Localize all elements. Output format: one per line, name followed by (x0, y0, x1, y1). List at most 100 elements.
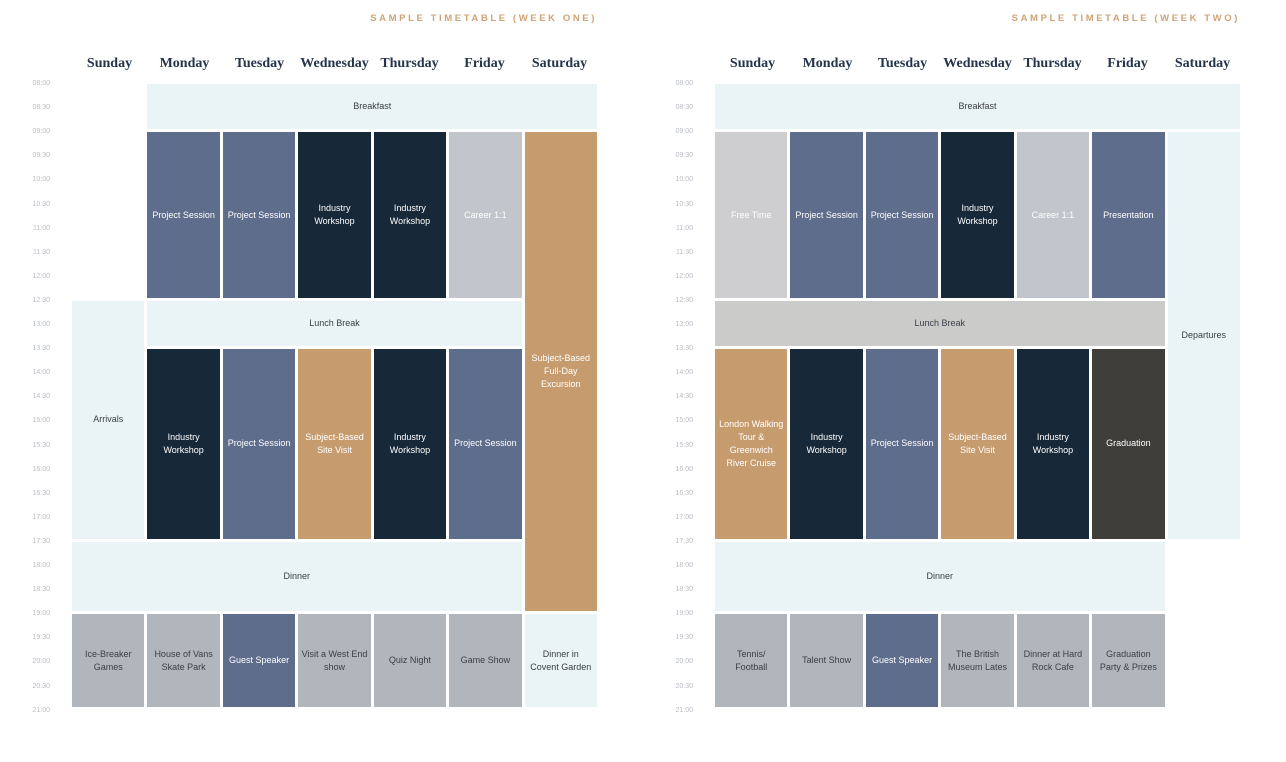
time-label-0830: 08:30 (32, 104, 50, 112)
time-label-1630: 16:30 (32, 489, 50, 497)
week-two-title: SAMPLE TIMETABLE (WEEK TWO) (1011, 13, 1240, 24)
event-guest-speaker: Guest Speaker (222, 614, 296, 708)
time-label-1130: 11:30 (676, 248, 693, 256)
time-label-1700: 17:00 (32, 513, 50, 521)
event-industry-workshop: Industry Workshop (373, 132, 447, 298)
day-header-friday: Friday (1107, 56, 1148, 71)
time-label-1030: 10:30 (32, 200, 50, 208)
day-header-tuesday: Tuesday (234, 56, 285, 71)
event-breakfast: Breakfast (715, 84, 1240, 130)
event-tennis-football: Tennis/ Football (715, 614, 788, 708)
time-label-1500: 15:00 (32, 417, 50, 425)
time-label-1900: 19:00 (675, 610, 693, 618)
event-game-show: Game Show (449, 614, 522, 708)
time-label-1300: 13:00 (675, 321, 693, 328)
day-header-friday: Friday (464, 56, 505, 71)
time-label-1830: 18:30 (32, 586, 50, 594)
time-label-1530: 15:30 (675, 441, 693, 449)
time-label-1430: 14:30 (32, 393, 50, 401)
time-rail: 08:00 08:30 09:00 09:30 10:00 10:30 11:00 11:30… (0, 0, 50, 762)
timetable-week-two: SAMPLE TIMETABLE (WEEK TWO) Sunday Monday… (643, 0, 1286, 762)
event-breakfast: Breakfast (147, 84, 597, 130)
week-one-title: SAMPLE TIMETABLE (WEEK ONE) (370, 13, 597, 24)
event-industry-workshop: Industry Workshop (373, 349, 447, 539)
time-label-1700: 17:00 (675, 513, 693, 521)
time-label-0930: 09:30 (32, 152, 50, 160)
event-lunch-break: Lunch Break (147, 300, 522, 347)
event-graduation: Graduation (1092, 349, 1165, 539)
time-label-1030: 10:30 (675, 200, 693, 208)
time-label-1430: 14:30 (675, 393, 693, 401)
time-label-0800: 08:00 (675, 80, 693, 87)
time-label-0830: 08:30 (675, 104, 693, 112)
event-industry-workshop: Industry Workshop (147, 349, 220, 539)
time-label-1800: 18:00 (675, 562, 693, 569)
time-label-2030: 20:30 (675, 682, 693, 690)
time-label-0800: 08:00 (32, 80, 50, 87)
event-grid: Breakfast Project Session Project Session I… (72, 84, 597, 708)
time-label-1000: 10:00 (32, 176, 50, 184)
event-house-of-vans-skate-park: House of Vans Skate Park (147, 614, 220, 708)
event-subject-based-site-visit: Subject-Based Site Visit (941, 349, 1014, 539)
day-header-saturday: Saturday (1174, 56, 1231, 71)
event-project-session: Project Session (449, 349, 522, 539)
event-project-session: Project Session (790, 132, 863, 298)
event-dinner: Dinner (715, 541, 1165, 612)
time-label-1530: 15:30 (32, 441, 50, 449)
event-guest-speaker: Guest Speaker (865, 614, 939, 708)
event-free-time: Free Time (715, 132, 788, 298)
time-label-1730: 17:30 (675, 537, 693, 545)
event-london-walking-tour-greenwich-river-cruise: London Walking Tour & Greenwich River Cr… (715, 349, 788, 539)
day-header-saturday: Saturday (531, 56, 588, 71)
event-ice-breaker-games: Ice-Breaker Games (72, 614, 145, 708)
day-header-sunday: Sunday (86, 56, 133, 71)
day-header-row: Sunday Monday Tuesday Wednesday Thursday Frid… (715, 56, 1240, 72)
time-label-2100: 21:00 (675, 706, 693, 714)
time-label-2030: 20:30 (32, 682, 50, 690)
time-label-1200: 12:00 (675, 272, 693, 280)
event-departures: Departures (1167, 132, 1240, 539)
time-label-1400: 14:00 (675, 369, 693, 377)
time-label-1000: 10:00 (675, 176, 693, 184)
event-arrivals: Arrivals (72, 300, 145, 539)
event-career-1-1: Career 1:1 (1016, 132, 1090, 298)
event-industry-workshop: Industry Workshop (1016, 349, 1090, 539)
event-project-session: Project Session (865, 349, 939, 539)
day-header-tuesday: Tuesday (877, 56, 928, 71)
time-label-1130: 11:30 (33, 248, 50, 256)
event-visit-a-west-end-show: Visit a West End show (298, 614, 371, 708)
day-header-monday: Monday (159, 56, 210, 71)
day-header-thursday: Thursday (380, 56, 439, 71)
time-label-2000: 20:00 (32, 658, 50, 666)
time-label-1300: 13:00 (32, 321, 50, 328)
time-label-1800: 18:00 (32, 562, 50, 569)
day-header-monday: Monday (802, 56, 853, 71)
event-graduation-party-prizes: Graduation Party & Prizes (1092, 614, 1165, 708)
time-label-0900: 09:00 (675, 128, 693, 136)
time-label-1930: 19:30 (32, 634, 50, 642)
time-label-1600: 16:00 (675, 465, 693, 473)
timetable-week-one: SAMPLE TIMETABLE (WEEK ONE) Sunday Monday… (0, 0, 597, 762)
time-label-1600: 16:00 (32, 465, 50, 473)
event-quiz-night: Quiz Night (373, 614, 447, 708)
time-label-1830: 18:30 (675, 586, 693, 594)
time-label-2100: 21:00 (32, 706, 50, 714)
time-label-1900: 19:00 (32, 610, 50, 618)
time-label-1630: 16:30 (675, 489, 693, 497)
event-grid: Breakfast Free Time Project Session Project… (715, 84, 1240, 708)
time-label-0930: 09:30 (675, 152, 693, 160)
time-rail: 08:00 08:30 09:00 09:30 10:00 10:30 11:00 11:30… (643, 0, 693, 762)
event-career-1-1: Career 1:1 (449, 132, 522, 298)
time-label-1730: 17:30 (32, 537, 50, 545)
event-project-session: Project Session (147, 132, 220, 298)
event-dinner-at-hard-rock-cafe: Dinner at Hard Rock Cafe (1016, 614, 1090, 708)
event-industry-workshop: Industry Workshop (941, 132, 1014, 298)
day-header-thursday: Thursday (1023, 56, 1082, 71)
event-industry-workshop: Industry Workshop (790, 349, 863, 539)
event-talent-show: Talent Show (790, 614, 863, 708)
time-label-1100: 11:00 (676, 224, 693, 232)
time-label-1330: 13:30 (32, 345, 50, 353)
event-project-session: Project Session (222, 349, 296, 539)
event-project-session: Project Session (865, 132, 939, 298)
